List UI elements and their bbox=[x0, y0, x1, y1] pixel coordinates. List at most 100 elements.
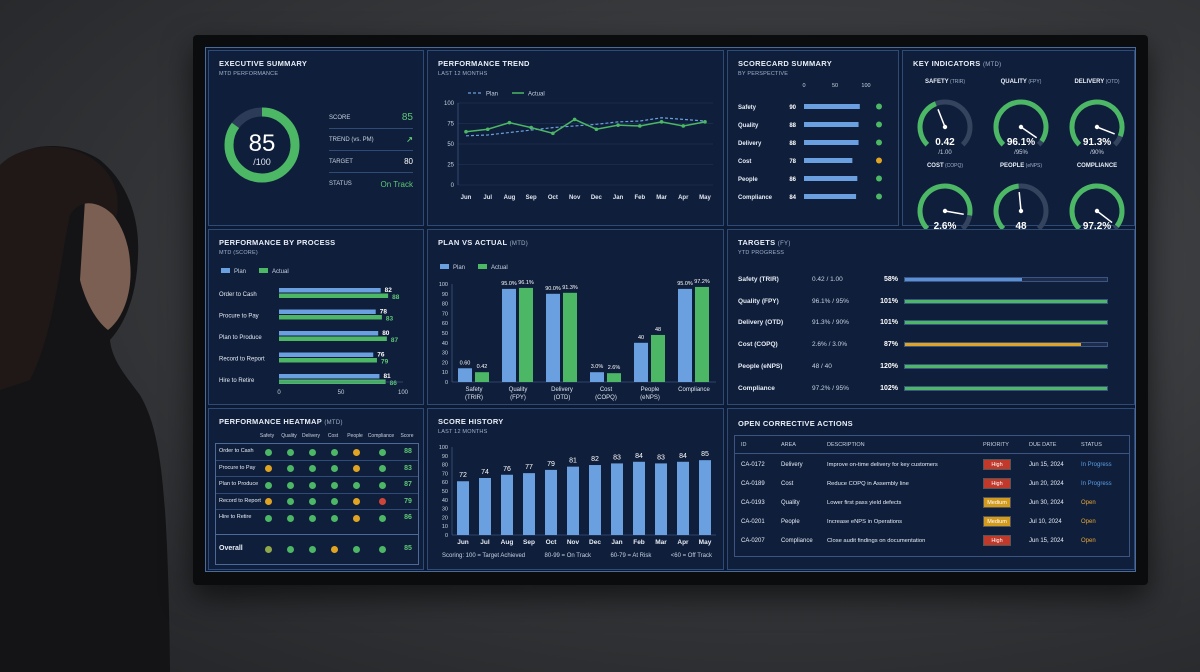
legend-actual-label: Actual bbox=[528, 92, 545, 98]
x-tick-label: Oct bbox=[548, 195, 558, 201]
data-label: 83 bbox=[613, 454, 621, 461]
plan-bar bbox=[279, 352, 374, 357]
gauge-hub bbox=[942, 208, 948, 214]
data-label: 90.0% bbox=[545, 286, 561, 292]
action-id: CA-0172 bbox=[741, 462, 765, 468]
column-header: ID bbox=[741, 442, 747, 448]
score-bar bbox=[804, 194, 857, 199]
y-tick-label: 60 bbox=[442, 321, 448, 327]
status-dot bbox=[378, 448, 386, 456]
gauge-needle bbox=[1096, 210, 1113, 224]
data-label: 81 bbox=[569, 458, 577, 465]
score-bar bbox=[804, 122, 859, 127]
value-label: 86 bbox=[789, 177, 796, 183]
actual-point bbox=[529, 125, 533, 130]
title-text: KEY INDICATORS bbox=[913, 59, 981, 68]
row-score: 87 bbox=[404, 481, 412, 489]
panel-subtitle: YTD PROGRESS bbox=[738, 250, 785, 256]
data-label: 77 bbox=[525, 464, 533, 471]
x-tick-label: Nov bbox=[567, 539, 580, 546]
title-suffix: (MTD) bbox=[982, 62, 1002, 68]
plan-bar bbox=[502, 288, 516, 382]
data-label: 74 bbox=[481, 469, 489, 476]
table-row[interactable]: CA-0172 Delivery Improve on-time delivery … bbox=[735, 458, 1129, 476]
target-percent: 87% bbox=[883, 341, 898, 349]
y-tick-label: 0 bbox=[445, 380, 448, 386]
gauge-suffix: (OTD) bbox=[1104, 79, 1120, 85]
row-label: Overall bbox=[219, 545, 243, 552]
status-dot bbox=[378, 498, 386, 506]
actual-point bbox=[464, 129, 468, 134]
y-tick-label: 80 bbox=[442, 302, 448, 308]
action-description: Close audit findings on documentation bbox=[827, 538, 926, 544]
category-label: Delivery bbox=[551, 387, 573, 393]
status-dot bbox=[264, 498, 272, 506]
status-dot bbox=[378, 465, 386, 473]
category-label: (eNPS) bbox=[640, 395, 660, 401]
plan-actual-chart: Plan Actual 0 10 20 30 40 50 60 70 80 90 100 0.60 0.42… bbox=[439, 264, 716, 401]
actual-value: 87 bbox=[391, 337, 399, 344]
gauge-title: COMPLIANCE bbox=[1059, 163, 1135, 169]
actual-point bbox=[681, 124, 686, 128]
gauge-fill bbox=[917, 101, 937, 147]
panel-subtitle: LAST 12 MONTHS bbox=[438, 429, 488, 435]
summary-value: 80 bbox=[404, 157, 413, 166]
category-label: Quality bbox=[738, 123, 759, 129]
target-percent: 58% bbox=[883, 276, 898, 283]
plan-bar bbox=[458, 368, 472, 382]
history-bar bbox=[699, 460, 711, 535]
target-label: Cost (COPQ) bbox=[738, 341, 778, 349]
x-tick-label: Mar bbox=[655, 539, 667, 546]
action-status: In Progress bbox=[1081, 462, 1112, 468]
heatmap-row: Procure to Pay 83 bbox=[216, 461, 418, 477]
x-tick-label: Dec bbox=[589, 539, 601, 546]
score-bar bbox=[804, 176, 858, 181]
actual-value: 86 bbox=[390, 380, 398, 387]
scoring-legend: Scoring: 100 = Target Achieved 80-99 = On… bbox=[442, 553, 712, 559]
target-label: Compliance bbox=[738, 384, 775, 392]
summary-row: SCORE 85 bbox=[329, 107, 413, 129]
title-text: TARGETS bbox=[738, 238, 776, 247]
score-value: 85 bbox=[249, 130, 276, 157]
data-label: 0.42 bbox=[477, 364, 488, 370]
panel-title: PERFORMANCE TREND bbox=[438, 59, 530, 68]
legend-actual-swatch bbox=[259, 268, 268, 273]
table-row[interactable]: CA-0201 People Increase eNPS in Operations… bbox=[735, 515, 1129, 533]
status-dot bbox=[330, 481, 338, 489]
history-bar bbox=[523, 473, 535, 535]
summary-label: STATUS bbox=[329, 181, 352, 187]
x-tick-label: Apr bbox=[678, 195, 689, 201]
actual-point bbox=[485, 127, 490, 132]
actual-point bbox=[638, 124, 642, 128]
status-dot bbox=[352, 465, 360, 473]
gauge-dial: 96.1% /95% bbox=[993, 99, 1049, 156]
actual-bar bbox=[475, 372, 489, 382]
y-tick-label: 20 bbox=[442, 515, 448, 521]
value-label: 90 bbox=[789, 105, 796, 111]
panel-subtitle: LAST 12 MONTHS bbox=[438, 71, 488, 77]
data-label: 91.3% bbox=[562, 285, 578, 291]
score-history-panel: SCORE HISTORY LAST 12 MONTHS 0 10 20 30 40 50… bbox=[427, 408, 724, 570]
data-label: 95.0% bbox=[501, 281, 517, 287]
table-row[interactable]: CA-0193 Quality Lower first pass yield def… bbox=[735, 496, 1129, 514]
plan-actual-panel: PLAN vs ACTUAL (MTD) Plan Actual 0 10 20 30 40… bbox=[427, 229, 724, 405]
score-history-chart: 0 10 20 30 40 50 60 70 80 90 100 72 Jun 74 Jul 76 Aug 77 S… bbox=[439, 445, 716, 546]
status-dot bbox=[308, 498, 316, 506]
action-due-date: Jun 15, 2024 bbox=[1029, 462, 1064, 468]
target-fill bbox=[905, 321, 1107, 325]
y-tick-label: 50 bbox=[447, 142, 454, 148]
status-dot bbox=[308, 514, 316, 522]
priority-badge: High bbox=[983, 535, 1011, 546]
y-tick-label: 100 bbox=[444, 101, 455, 107]
gauge-hub bbox=[942, 124, 948, 130]
category-label: Compliance bbox=[678, 387, 710, 393]
status-dot bbox=[308, 481, 316, 489]
status-dot bbox=[286, 498, 294, 506]
y-tick-label: 70 bbox=[442, 311, 448, 317]
category-label: Quality bbox=[509, 387, 528, 393]
table-row[interactable]: CA-0189 Cost Reduce COPQ in Assembly line H… bbox=[735, 477, 1129, 495]
table-row[interactable]: CA-0207 Compliance Close audit findings on… bbox=[735, 534, 1129, 552]
gauge-name: COMPLIANCE bbox=[1076, 163, 1118, 169]
plan-bar bbox=[279, 288, 381, 293]
status-dot bbox=[330, 514, 338, 522]
